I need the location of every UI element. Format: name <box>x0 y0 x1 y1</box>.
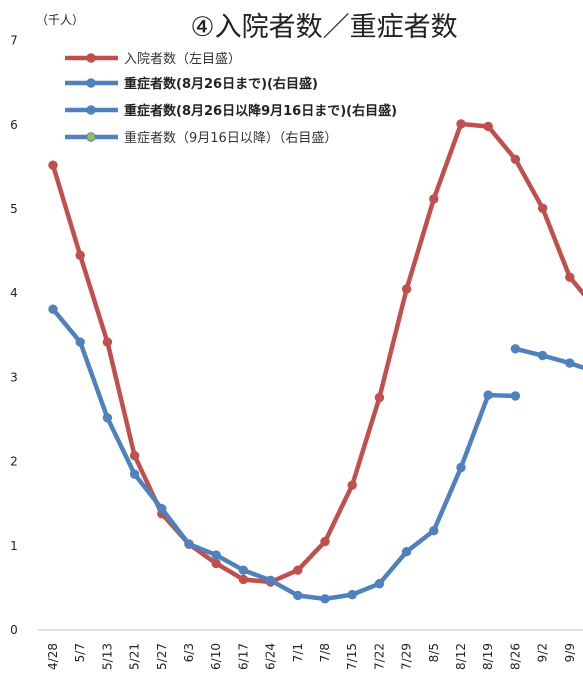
legend-item: 重症者数(8月26日まで)(右目盛) <box>65 76 318 92</box>
y-tick-label: 7 <box>10 34 18 48</box>
data-point <box>401 284 412 294</box>
data-point <box>75 250 85 261</box>
chart-title: ④入院者数／重症者数 <box>190 12 457 43</box>
y-tick-label: 6 <box>10 118 18 132</box>
x-tick-label: 9/2 <box>536 643 550 662</box>
legend-label: 重症者数(8月26日以降9月16日まで)(右目盛) <box>124 103 397 119</box>
legend-item: 重症者数（9月16日以降）（右目盛） <box>65 130 337 146</box>
data-point <box>320 536 330 547</box>
data-point <box>483 121 493 132</box>
legend-item: 入院者数（左目盛） <box>65 52 241 67</box>
legend-swatch-marker <box>86 78 96 88</box>
legend-label: 重症者数(8月26日まで)(右目盛) <box>124 76 318 92</box>
x-tick-label: 6/3 <box>182 643 196 662</box>
x-tick-label: 5/27 <box>155 643 169 670</box>
x-tick-label: 8/5 <box>427 643 441 662</box>
data-point <box>129 469 140 479</box>
legend-swatch-marker <box>86 105 96 115</box>
plot-area <box>48 119 583 604</box>
y-tick-label: 0 <box>10 623 18 637</box>
data-point <box>510 344 521 354</box>
legend-swatch-marker <box>86 53 96 63</box>
data-point <box>565 272 575 282</box>
x-tick-label: 5/13 <box>100 643 114 670</box>
data-point <box>483 390 493 400</box>
legend: 入院者数（左目盛） 重症者数(8月26日まで)(右目盛) 重症者数(8月26日以降9… <box>65 52 397 146</box>
x-tick-label: 7/8 <box>318 643 332 662</box>
data-point <box>510 391 521 401</box>
series-line <box>513 346 583 370</box>
data-point <box>129 451 140 461</box>
x-tick-label: 7/1 <box>291 643 305 662</box>
data-point <box>565 358 575 368</box>
data-point <box>184 539 194 549</box>
y-tick-label: 2 <box>10 455 18 469</box>
x-tick-label: 7/22 <box>372 643 386 670</box>
data-point <box>211 550 221 560</box>
x-tick-label: 6/17 <box>236 643 250 670</box>
data-point <box>537 350 548 361</box>
series-1 <box>48 119 583 587</box>
x-tick-label: 8/19 <box>481 643 495 670</box>
data-point <box>537 203 548 213</box>
y-axis-unit-label: （千人） <box>36 13 84 27</box>
series-line <box>50 121 583 585</box>
data-point <box>293 565 303 575</box>
y-tick-label: 4 <box>10 286 18 300</box>
x-tick-label: 8/12 <box>454 643 468 670</box>
x-tick-label: 6/24 <box>264 643 278 670</box>
data-point <box>48 304 58 314</box>
data-point <box>157 504 167 514</box>
legend-label: 入院者数（左目盛） <box>124 52 241 67</box>
y-tick-label: 3 <box>10 370 18 384</box>
data-point <box>401 546 412 557</box>
data-point <box>347 589 357 600</box>
data-point <box>374 392 385 403</box>
data-point <box>48 160 58 170</box>
legend-item: 重症者数(8月26日以降9月16日まで)(右目盛) <box>65 103 397 119</box>
legend-label: 重症者数（9月16日以降）（右目盛） <box>124 130 337 146</box>
y-axis: 0 1 2 3 4 5 6 7 <box>10 34 18 637</box>
x-tick-label: 4/28 <box>46 643 60 670</box>
data-point <box>265 575 276 586</box>
data-point <box>211 558 221 569</box>
data-point <box>293 590 303 601</box>
data-point <box>102 337 113 347</box>
data-point <box>320 594 330 604</box>
x-tick-label: 5/7 <box>73 643 87 662</box>
data-point <box>456 119 466 129</box>
x-axis: 4/28 5/7 5/13 5/21 5/27 6/3 6/10 6/17 6/24 7/1 7/8… <box>46 643 577 670</box>
y-tick-label: 5 <box>10 202 18 216</box>
x-tick-label: 7/15 <box>345 643 359 670</box>
data-point <box>429 194 439 204</box>
data-point <box>510 154 521 165</box>
series-2 <box>48 304 521 604</box>
data-point <box>102 413 113 423</box>
data-point <box>429 525 439 536</box>
x-tick-label: 8/26 <box>508 643 522 670</box>
y-tick-label: 1 <box>10 539 18 553</box>
x-tick-label: 9/9 <box>563 643 577 662</box>
data-point <box>456 462 466 473</box>
data-point <box>238 574 249 585</box>
legend-swatch-marker <box>86 132 96 142</box>
x-tick-label: 6/10 <box>209 643 223 670</box>
series-3 <box>510 344 583 370</box>
data-point <box>374 578 385 589</box>
data-point <box>75 337 85 347</box>
x-tick-label: 7/29 <box>400 643 414 670</box>
data-point <box>347 480 357 490</box>
x-tick-label: 5/21 <box>128 643 142 670</box>
data-point <box>238 565 249 575</box>
series-line <box>50 306 518 602</box>
